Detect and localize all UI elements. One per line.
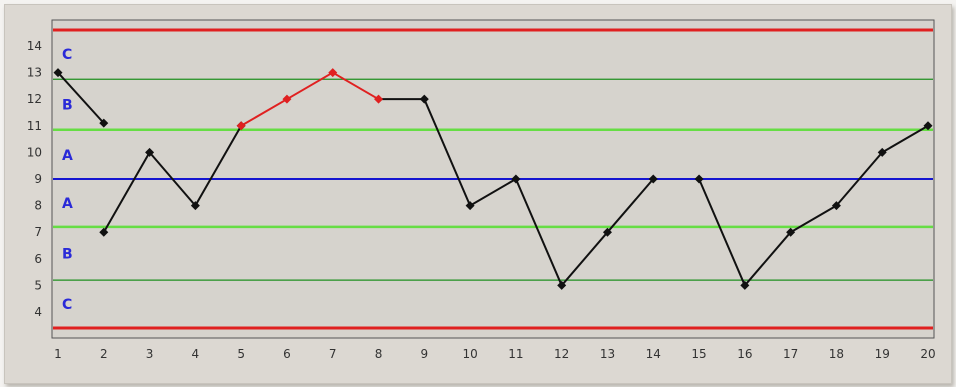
data-point [99, 118, 109, 128]
data-point [648, 174, 658, 184]
y-tick-label: 7 [34, 225, 42, 239]
data-point [190, 201, 200, 211]
x-tick-label: 10 [462, 347, 477, 361]
x-tick-label: 6 [283, 347, 291, 361]
data-point [236, 121, 246, 131]
x-tick-label: 14 [646, 347, 661, 361]
x-axis-ticks: 1 2 3 4 5 6 7 8 9 10 11 12 13 14 15 16 17 18 19 20 [54, 347, 935, 361]
zone-label-0: C [62, 47, 72, 63]
x-tick-label: 8 [375, 347, 383, 361]
y-tick-label: 8 [34, 199, 42, 213]
zone-label-2: A [62, 148, 73, 164]
zone-labels: C B A A B C [62, 47, 73, 313]
x-tick-label: 12 [554, 347, 569, 361]
x-tick-label: 16 [737, 347, 752, 361]
data-point [557, 280, 567, 290]
x-tick-label: 20 [920, 347, 935, 361]
x-tick-label: 11 [508, 347, 523, 361]
data-point [740, 280, 750, 290]
y-tick-label: 4 [34, 305, 42, 319]
data-point [923, 121, 933, 131]
series-line-0 [57, 71, 105, 124]
data-point [99, 227, 109, 237]
y-tick-label: 9 [34, 172, 42, 186]
data-point [694, 174, 704, 184]
y-tick-label: 14 [27, 39, 42, 53]
zone-label-4: B [62, 247, 73, 263]
y-tick-label: 10 [27, 145, 42, 159]
series-line-2 [240, 71, 380, 127]
y-tick-label: 13 [27, 66, 42, 80]
data-point [419, 94, 429, 104]
y-tick-label: 12 [27, 92, 42, 106]
series-line-1 [102, 125, 243, 233]
x-tick-label: 7 [329, 347, 337, 361]
y-tick-label: 11 [27, 119, 42, 133]
data-point [328, 68, 338, 78]
x-tick-label: 2 [100, 347, 108, 361]
x-tick-label: 9 [420, 347, 428, 361]
control-lines [53, 28, 933, 330]
x-tick-label: 3 [146, 347, 154, 361]
x-tick-label: 13 [600, 347, 615, 361]
data-point [145, 147, 155, 157]
data-point [465, 201, 475, 211]
x-tick-label: 15 [691, 347, 706, 361]
data-point [877, 147, 887, 157]
data-point [282, 94, 292, 104]
data-points [53, 68, 933, 290]
y-axis-ticks: 4 5 6 7 8 9 10 11 12 13 14 [27, 39, 42, 319]
y-tick-label: 5 [34, 278, 42, 292]
zone-label-3: A [62, 196, 73, 212]
x-tick-label: 17 [783, 347, 798, 361]
data-point [786, 227, 796, 237]
x-tick-label: 5 [237, 347, 245, 361]
x-tick-label: 18 [829, 347, 844, 361]
x-tick-label: 4 [192, 347, 200, 361]
x-tick-label: 1 [54, 347, 62, 361]
data-point [374, 94, 384, 104]
zone-label-5: C [62, 297, 72, 313]
data-point [511, 174, 521, 184]
y-tick-label: 6 [34, 252, 42, 266]
data-point [53, 68, 63, 78]
data-point [831, 201, 841, 211]
series-line-4 [698, 124, 929, 287]
zone-label-1: B [62, 98, 73, 114]
x-tick-label: 19 [875, 347, 890, 361]
data-point [602, 227, 612, 237]
